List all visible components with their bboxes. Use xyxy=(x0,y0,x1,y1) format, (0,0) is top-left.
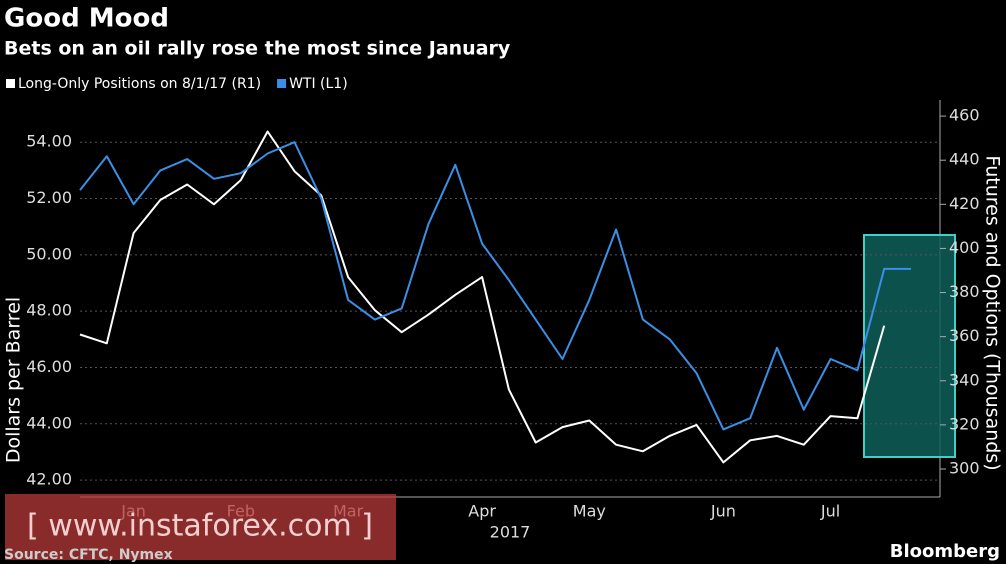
y-tick-label: 48.00 xyxy=(26,301,72,320)
y2-axis-title: Futures and Options (Thousands) xyxy=(982,155,1004,470)
y-tick-label: 46.00 xyxy=(26,357,72,376)
y-tick-label: 42.00 xyxy=(26,470,72,489)
y2-tick-label: 300 xyxy=(949,458,980,477)
x-year-label: 2017 xyxy=(490,523,531,542)
y2-tick-label: 460 xyxy=(949,106,980,125)
y-tick-label: 50.00 xyxy=(26,244,72,263)
watermark: [ www.instaforex.com ] xyxy=(27,509,373,544)
y2-tick-label: 360 xyxy=(949,326,980,345)
series-line xyxy=(79,141,911,431)
watermark-box xyxy=(5,494,396,560)
y2-tick-label: 400 xyxy=(949,238,980,257)
y2-tick-label: 320 xyxy=(949,414,980,433)
y2-tick-label: 440 xyxy=(949,150,980,169)
x-tick-label: Jul xyxy=(820,502,840,521)
legend-label: WTI (L1) xyxy=(289,76,348,92)
x-tick-label: Jun xyxy=(710,502,736,521)
legend-label: Long-Only Positions on 8/1/17 (R1) xyxy=(18,76,261,92)
source: Source: CFTC, Nymex xyxy=(4,547,173,563)
y-axis-title: Dollars per Barrel xyxy=(3,297,25,463)
brand: Bloomberg xyxy=(890,541,1000,562)
legend-swatch xyxy=(277,79,287,88)
y-tick-label: 44.00 xyxy=(26,413,72,432)
y-tick-label: 54.00 xyxy=(26,132,72,151)
legend-swatch xyxy=(6,79,15,88)
chart-subtitle: Bets on an oil rally rose the most since… xyxy=(4,38,511,60)
x-tick-label: Apr xyxy=(468,502,496,521)
x-tick-label: May xyxy=(573,502,606,521)
y2-tick-label: 380 xyxy=(949,282,980,301)
y2-tick-label: 340 xyxy=(949,370,980,389)
series-line xyxy=(79,130,886,464)
y-tick-label: 52.00 xyxy=(26,188,72,207)
chart-title: Good Mood xyxy=(4,4,169,34)
y2-tick-label: 420 xyxy=(949,194,980,213)
